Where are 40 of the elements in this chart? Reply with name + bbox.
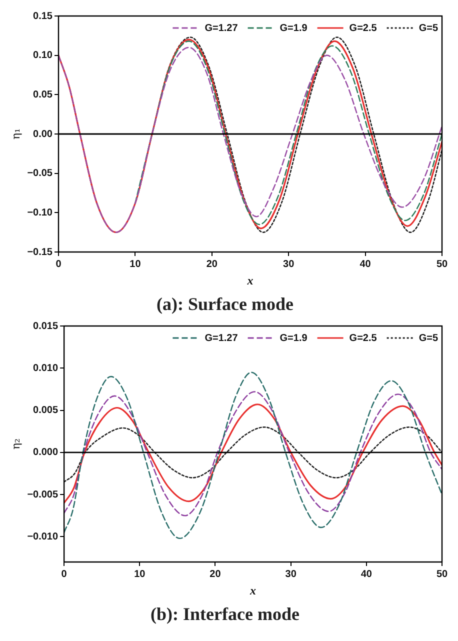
x-tick-label: 10 [130,258,142,270]
x-tick-label: 10 [134,568,146,580]
x-tick-label: 30 [283,258,295,270]
legend-label: G=5 [418,22,438,34]
legend-label: G=5 [418,332,438,344]
y-tick-label: 0.015 [33,320,58,332]
legend-label: G=1.9 [280,332,308,344]
y-tick-label: 0.00 [33,128,53,140]
x-tick-label: 0 [61,568,68,580]
y-tick-label: 0.010 [33,362,58,374]
legend-label: G=2.5 [349,332,378,344]
legend-label: G=1.9 [280,22,308,34]
legend-label: G=1.27 [204,332,238,344]
text: (b): Interface mode [150,604,300,624]
x-tick-label: 0 [56,258,62,270]
y-tick-label: 0.05 [33,89,53,100]
x-tick-label: 20 [210,568,222,580]
x-axis-title: x [246,273,254,288]
y-tick-label: 0.15 [33,10,53,22]
y-tick-label: −0.05 [27,168,53,180]
x-tick-label: 50 [436,568,448,580]
y-tick-label: −0.010 [27,531,58,542]
y-axis-title: η₁ [9,128,22,140]
x-axis-title: x [249,583,256,598]
x-tick-label: 20 [206,258,218,270]
x-tick-label: 40 [360,258,372,270]
x-tick-label: 30 [285,568,297,580]
line-series [134,40,442,226]
legend-label: G=1.27 [204,22,238,34]
legend-label: G=2.5 [349,22,378,34]
y-tick-label: 0.10 [33,50,53,62]
y-axis-title: η₂ [9,438,22,450]
y-tick-label: −0.005 [27,489,58,500]
x-tick-label: 40 [360,568,372,580]
x-tick-label: 50 [436,258,448,270]
y-tick-label: 0.005 [33,405,58,416]
text: (a): Surface mode [156,294,294,314]
y-tick-label: 0.000 [33,447,58,458]
y-tick-label: −0.10 [27,207,53,218]
y-tick-label: −0.15 [27,246,53,258]
